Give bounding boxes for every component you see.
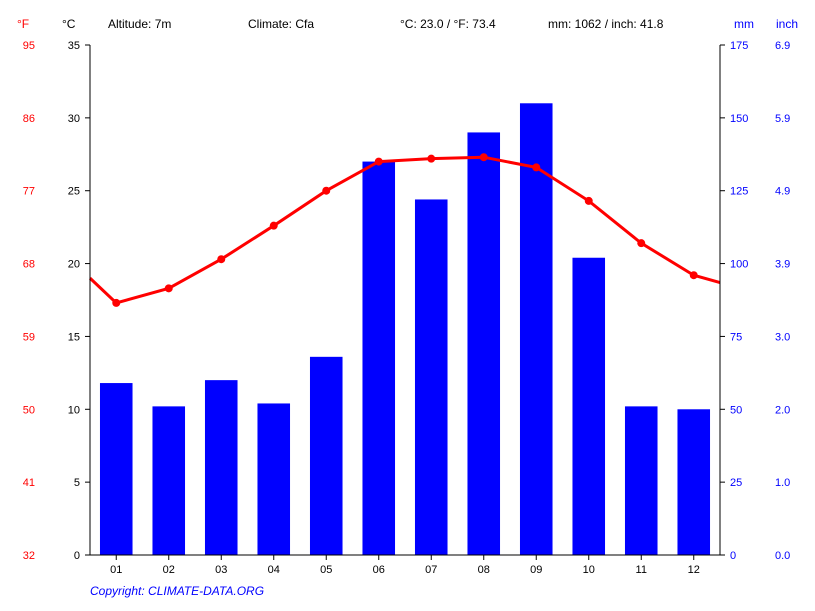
tick-label-x: 02 <box>163 564 175 576</box>
precip-bar <box>310 357 343 555</box>
tick-label-f: 68 <box>23 259 35 271</box>
tick-label-c: 25 <box>68 186 80 198</box>
temp-line <box>90 157 720 303</box>
tick-label-f: 50 <box>23 404 35 416</box>
tick-label-x: 07 <box>425 564 437 576</box>
temp-marker <box>532 163 540 171</box>
tick-label-f: 77 <box>23 186 35 198</box>
tick-label-mm: 100 <box>730 259 748 271</box>
tick-label-f: 59 <box>23 331 35 343</box>
tick-label-x: 10 <box>583 564 595 576</box>
temp-marker <box>322 187 330 195</box>
tick-label-inch: 3.0 <box>775 331 790 343</box>
tick-label-x: 09 <box>530 564 542 576</box>
tick-label-mm: 150 <box>730 113 748 125</box>
tick-label-f: 95 <box>23 40 35 52</box>
precip-bar <box>572 258 605 555</box>
tick-label-x: 03 <box>215 564 227 576</box>
tick-label-mm: 50 <box>730 404 742 416</box>
tick-label-mm: 175 <box>730 40 748 52</box>
tick-label-inch: 2.0 <box>775 404 790 416</box>
temp-marker <box>165 284 173 292</box>
tick-label-mm: 0 <box>730 550 736 562</box>
precip-bar <box>205 380 238 555</box>
tick-label-inch: 6.9 <box>775 40 790 52</box>
precip-bar <box>152 406 185 555</box>
temp-marker <box>480 153 488 161</box>
tick-label-c: 0 <box>74 550 80 562</box>
precip-bar <box>467 132 500 555</box>
temp-marker <box>270 222 278 230</box>
tick-label-inch: 1.0 <box>775 477 790 489</box>
tick-label-x: 08 <box>478 564 490 576</box>
chart-svg: °F °C Altitude: 7m Climate: Cfa °C: 23.0 / °… <box>0 0 815 611</box>
temp-marker <box>690 271 698 279</box>
precip-bar <box>362 162 395 555</box>
tick-label-mm: 75 <box>730 331 742 343</box>
axis-title-mm: mm <box>734 17 754 31</box>
tick-label-c: 15 <box>68 331 80 343</box>
tick-label-x: 12 <box>688 564 700 576</box>
temp-marker <box>375 158 383 166</box>
tick-label-inch: 0.0 <box>775 550 790 562</box>
tick-label-x: 04 <box>268 564 280 576</box>
tick-label-inch: 4.9 <box>775 186 790 198</box>
precip-bar <box>677 409 710 555</box>
precip-bar <box>625 406 658 555</box>
header-precip: mm: 1062 / inch: 41.8 <box>548 17 664 31</box>
tick-label-c: 30 <box>68 113 80 125</box>
header-temp: °C: 23.0 / °F: 73.4 <box>400 17 496 31</box>
tick-label-f: 41 <box>23 477 35 489</box>
tick-label-x: 01 <box>110 564 122 576</box>
tick-label-inch: 3.9 <box>775 259 790 271</box>
precip-bar <box>257 403 290 555</box>
temp-marker <box>112 299 120 307</box>
temp-marker <box>427 155 435 163</box>
tick-label-f: 32 <box>23 550 35 562</box>
precip-bar <box>415 199 448 555</box>
axis-title-inch: inch <box>776 17 798 31</box>
climate-chart: °F °C Altitude: 7m Climate: Cfa °C: 23.0 / °… <box>0 0 815 611</box>
temp-marker <box>637 239 645 247</box>
tick-label-mm: 25 <box>730 477 742 489</box>
axis-title-f: °F <box>17 17 29 31</box>
tick-label-inch: 5.9 <box>775 113 790 125</box>
temp-marker <box>585 197 593 205</box>
tick-label-c: 20 <box>68 259 80 271</box>
copyright-text: Copyright: CLIMATE-DATA.ORG <box>90 584 264 598</box>
precip-bar <box>100 383 133 555</box>
tick-label-x: 05 <box>320 564 332 576</box>
header-altitude: Altitude: 7m <box>108 17 171 31</box>
tick-label-c: 10 <box>68 404 80 416</box>
header-climate: Climate: Cfa <box>248 17 314 31</box>
tick-label-x: 11 <box>636 564 647 576</box>
tick-label-mm: 125 <box>730 186 748 198</box>
tick-label-c: 5 <box>74 477 80 489</box>
tick-label-f: 86 <box>23 113 35 125</box>
axis-title-c: °C <box>62 17 76 31</box>
tick-label-c: 35 <box>68 40 80 52</box>
temp-marker <box>217 255 225 263</box>
tick-label-x: 06 <box>373 564 385 576</box>
